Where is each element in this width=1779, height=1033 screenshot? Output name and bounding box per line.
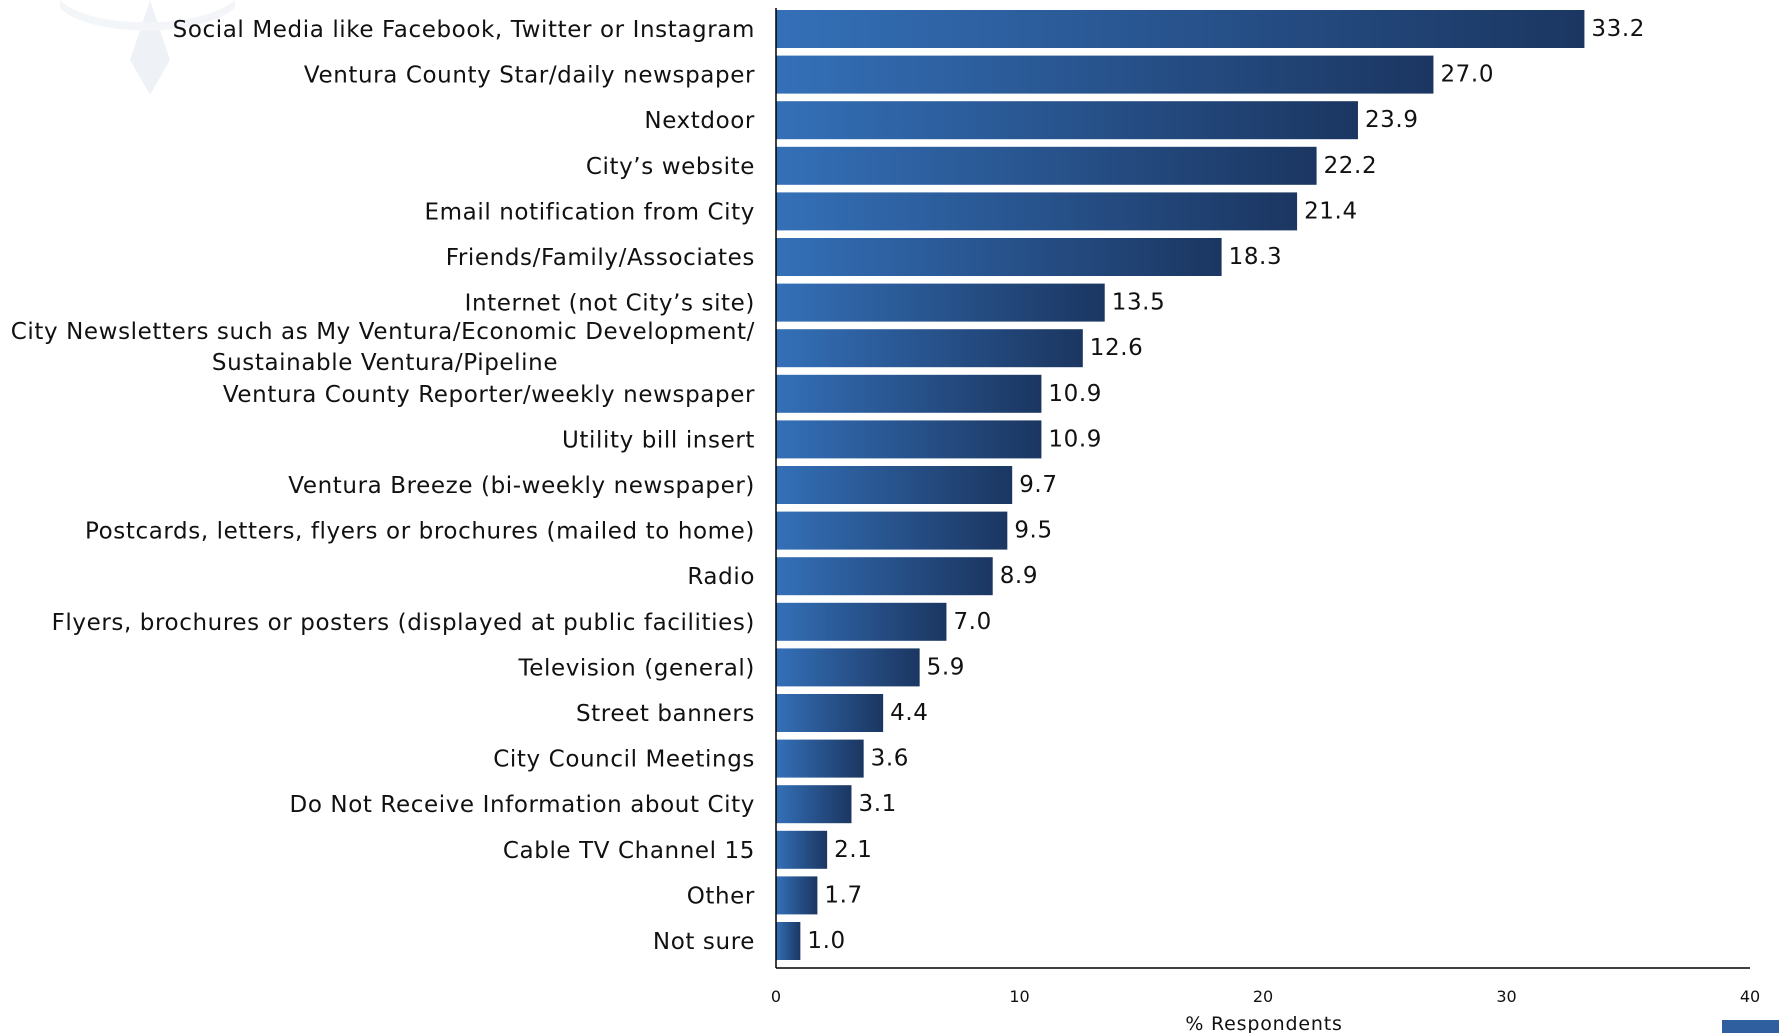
bar: [776, 876, 818, 915]
bar: [776, 557, 993, 596]
x-axis: 0 10 20 30 40: [771, 8, 1760, 1006]
category-label: Social Media like Facebook, Twitter or I…: [173, 17, 755, 43]
category-label: Not sure: [653, 929, 755, 955]
x-tick-label: 30: [1496, 987, 1516, 1006]
category-label: Email notification from City: [425, 199, 756, 225]
bar: [776, 739, 864, 778]
bar: [776, 55, 1434, 94]
category-label: Flyers, brochures or posters (displayed …: [52, 610, 755, 636]
bar: [776, 830, 828, 869]
value-label: 10.9: [1048, 426, 1102, 452]
value-label: 4.4: [890, 700, 928, 726]
bars-group: [776, 10, 1585, 960]
value-label: 21.4: [1304, 198, 1358, 224]
value-label: 8.9: [1000, 563, 1038, 589]
value-label: 33.2: [1591, 16, 1645, 42]
x-axis-title: % Respondents: [1185, 1013, 1342, 1033]
bar: [776, 374, 1042, 413]
value-label: 9.7: [1019, 472, 1057, 498]
category-label: Cable TV Channel 15: [503, 838, 755, 864]
value-label: 18.3: [1229, 244, 1283, 270]
category-label: Sustainable Ventura/Pipeline: [212, 350, 558, 376]
value-label: 3.6: [871, 746, 909, 772]
bar: [776, 420, 1042, 459]
value-label: 3.1: [858, 791, 896, 817]
bar: [776, 511, 1008, 550]
value-label: 23.9: [1365, 107, 1419, 133]
x-tick-label: 10: [1009, 987, 1029, 1006]
category-label: Television (general): [517, 655, 755, 681]
bar: [776, 283, 1105, 322]
value-label: 9.5: [1014, 518, 1052, 544]
bar: [776, 192, 1298, 231]
x-tick-label: 20: [1253, 987, 1273, 1006]
category-label: Postcards, letters, flyers or brochures …: [85, 519, 755, 545]
x-tick-label: 40: [1740, 987, 1760, 1006]
bar: [776, 329, 1083, 368]
category-label: Internet (not City’s site): [465, 291, 755, 317]
value-label: 1.7: [824, 882, 862, 908]
bar: [776, 694, 884, 732]
bar: [776, 10, 1585, 48]
category-label: Ventura County Star/daily newspaper: [304, 63, 755, 89]
value-label: 13.5: [1112, 290, 1166, 316]
category-label: Other: [687, 883, 755, 909]
value-label: 5.9: [927, 654, 965, 680]
corner-legend-swatch: [1722, 1020, 1779, 1033]
bar: [776, 785, 852, 824]
category-label: Ventura Breeze (bi-weekly newspaper): [288, 473, 755, 499]
category-label: Street banners: [576, 701, 755, 727]
category-label: Radio: [687, 564, 755, 590]
decorative-watermark: [60, 0, 235, 95]
category-label: City Newsletters such as My Ventura/Econ…: [11, 319, 755, 345]
category-label: Friends/Family/Associates: [446, 245, 755, 271]
bar: [776, 922, 801, 960]
bar: [776, 602, 947, 641]
value-labels-group: 33.2 27.0 23.9 22.2 21.4 18.3 13.5 12.6 10.9 10.9…: [807, 16, 1645, 954]
category-label: Nextdoor: [644, 108, 755, 134]
bar: [776, 648, 920, 687]
category-label: City Council Meetings: [493, 747, 755, 773]
bar: [776, 466, 1013, 504]
bar: [776, 238, 1222, 276]
value-label: 12.6: [1090, 335, 1144, 361]
value-label: 27.0: [1440, 62, 1494, 88]
category-label: City’s website: [586, 154, 755, 180]
category-label: Utility bill insert: [562, 427, 755, 453]
value-label: 1.0: [807, 928, 845, 954]
bar: [776, 146, 1317, 185]
bar: [776, 101, 1358, 140]
category-label: Do Not Receive Information about City: [290, 792, 755, 818]
value-label: 2.1: [834, 837, 872, 863]
category-labels-group: Social Media like Facebook, Twitter or I…: [11, 17, 755, 955]
value-label: 7.0: [953, 609, 991, 635]
value-label: 10.9: [1048, 381, 1102, 407]
category-label: Ventura County Reporter/weekly newspaper: [223, 382, 755, 408]
x-tick-label: 0: [771, 987, 781, 1006]
value-label: 22.2: [1324, 153, 1378, 179]
